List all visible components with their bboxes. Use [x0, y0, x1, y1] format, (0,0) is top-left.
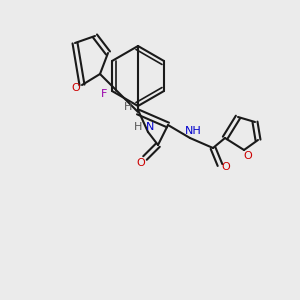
- Text: O: O: [244, 151, 252, 161]
- Text: O: O: [222, 162, 230, 172]
- Text: O: O: [136, 158, 146, 168]
- Text: F: F: [101, 89, 107, 99]
- Text: N: N: [146, 122, 154, 132]
- Text: H: H: [124, 102, 132, 112]
- Text: H: H: [134, 122, 142, 132]
- Text: O: O: [72, 83, 80, 93]
- Text: NH: NH: [184, 126, 201, 136]
